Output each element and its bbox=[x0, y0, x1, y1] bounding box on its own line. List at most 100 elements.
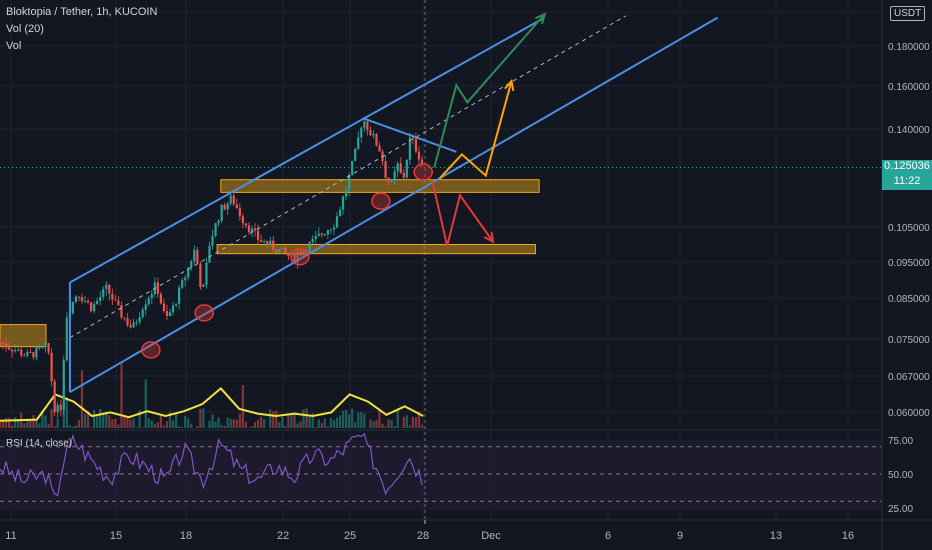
candle-body[interactable] bbox=[71, 301, 74, 314]
candle-body[interactable] bbox=[120, 304, 123, 318]
candle-body[interactable] bbox=[14, 350, 17, 352]
candle-body[interactable] bbox=[23, 355, 26, 357]
candle-body[interactable] bbox=[4, 343, 8, 348]
candle-body[interactable] bbox=[199, 263, 202, 288]
candle-body[interactable] bbox=[190, 261, 193, 268]
candle-body[interactable] bbox=[193, 249, 196, 262]
candle-body[interactable] bbox=[205, 262, 208, 285]
candle-body[interactable] bbox=[80, 297, 84, 302]
candle-body[interactable] bbox=[317, 233, 320, 236]
candle-body[interactable] bbox=[272, 240, 275, 250]
candle-body[interactable] bbox=[366, 121, 369, 131]
candle-body[interactable] bbox=[138, 317, 141, 323]
candle-body[interactable] bbox=[99, 296, 102, 301]
candle-body[interactable] bbox=[123, 317, 126, 319]
volume-legend[interactable]: Vol (20) bbox=[6, 23, 44, 35]
candle-body[interactable] bbox=[299, 254, 302, 256]
candle-body[interactable] bbox=[208, 245, 211, 263]
candle-body[interactable] bbox=[93, 304, 96, 312]
candle-body[interactable] bbox=[417, 151, 421, 160]
candle-body[interactable] bbox=[17, 349, 20, 351]
candle-body[interactable] bbox=[393, 171, 396, 180]
candle-body[interactable] bbox=[196, 249, 199, 264]
candle-body[interactable] bbox=[284, 247, 287, 254]
candle-body[interactable] bbox=[147, 298, 150, 305]
candle-body[interactable] bbox=[83, 300, 87, 302]
candle-body[interactable] bbox=[253, 228, 257, 231]
support-zone[interactable] bbox=[216, 243, 536, 255]
touch-circle-marker[interactable] bbox=[141, 341, 161, 359]
touch-circle-marker[interactable] bbox=[413, 163, 433, 181]
candle-body[interactable] bbox=[402, 172, 405, 178]
candle-body[interactable] bbox=[47, 343, 50, 353]
candle-body[interactable] bbox=[332, 227, 336, 230]
channel-mid-line[interactable] bbox=[69, 15, 626, 339]
candle-body[interactable] bbox=[105, 284, 108, 290]
candle-body[interactable] bbox=[108, 284, 111, 294]
candle-body[interactable] bbox=[405, 159, 408, 178]
candle-body[interactable] bbox=[156, 282, 159, 294]
candle-body[interactable] bbox=[26, 351, 29, 356]
support-zone[interactable] bbox=[0, 324, 47, 348]
candle-body[interactable] bbox=[132, 322, 135, 328]
candle-body[interactable] bbox=[1, 342, 5, 344]
projection-arrow-green[interactable] bbox=[433, 13, 546, 168]
candle-body[interactable] bbox=[77, 296, 81, 298]
candle-body[interactable] bbox=[314, 235, 317, 239]
candle-body[interactable] bbox=[59, 404, 62, 411]
candle-body[interactable] bbox=[129, 325, 132, 328]
candle-body[interactable] bbox=[281, 247, 284, 250]
candle-body[interactable] bbox=[323, 234, 326, 236]
support-zone[interactable] bbox=[220, 179, 540, 193]
projection-arrow-red[interactable] bbox=[431, 180, 494, 247]
candle-body[interactable] bbox=[144, 304, 147, 310]
candle-body[interactable] bbox=[44, 343, 47, 347]
candle-body[interactable] bbox=[50, 352, 53, 382]
volume-ma-line[interactable] bbox=[0, 387, 424, 422]
candle-body[interactable] bbox=[0, 342, 2, 344]
touch-circle-marker[interactable] bbox=[290, 248, 310, 266]
candle-body[interactable] bbox=[187, 267, 190, 278]
candle-body[interactable] bbox=[102, 289, 105, 297]
candle-body[interactable] bbox=[65, 317, 68, 361]
price-axis[interactable] bbox=[882, 0, 932, 550]
channel-upper-line[interactable] bbox=[69, 16, 546, 284]
candle-body[interactable] bbox=[308, 242, 311, 253]
candle-body[interactable] bbox=[159, 293, 163, 304]
candle-body[interactable] bbox=[56, 404, 59, 413]
candle-body[interactable] bbox=[150, 294, 153, 299]
candle-body[interactable] bbox=[326, 230, 329, 235]
candle-body[interactable] bbox=[244, 223, 248, 226]
candle-body[interactable] bbox=[287, 253, 290, 257]
touch-circle-marker[interactable] bbox=[194, 304, 214, 322]
candle-body[interactable] bbox=[162, 303, 166, 311]
candle-body[interactable] bbox=[235, 204, 238, 209]
candle-body[interactable] bbox=[378, 145, 381, 152]
projection-arrow-orange[interactable] bbox=[439, 80, 513, 179]
channel-lower-line[interactable] bbox=[69, 16, 719, 393]
candle-body[interactable] bbox=[38, 347, 41, 349]
candle-body[interactable] bbox=[345, 190, 348, 197]
candle-body[interactable] bbox=[399, 163, 402, 173]
candle-body[interactable] bbox=[32, 352, 35, 358]
candle-body[interactable] bbox=[229, 195, 232, 204]
candle-body[interactable] bbox=[360, 127, 363, 138]
candle-body[interactable] bbox=[211, 235, 214, 246]
candle-body[interactable] bbox=[232, 195, 235, 205]
candle-body[interactable] bbox=[341, 196, 345, 210]
candle-body[interactable] bbox=[372, 133, 375, 136]
candle-body[interactable] bbox=[96, 300, 99, 305]
candle-body[interactable] bbox=[29, 351, 32, 353]
candle-body[interactable] bbox=[11, 349, 14, 352]
candle-body[interactable] bbox=[35, 347, 38, 358]
candle-body[interactable] bbox=[126, 318, 129, 326]
candle-body[interactable] bbox=[135, 322, 138, 324]
candle-body[interactable] bbox=[171, 305, 175, 313]
candle-body[interactable] bbox=[41, 346, 44, 348]
candle-body[interactable] bbox=[348, 175, 351, 191]
candle-body[interactable] bbox=[278, 249, 281, 253]
candle-body[interactable] bbox=[408, 137, 411, 160]
candle-body[interactable] bbox=[74, 296, 77, 302]
time-axis[interactable] bbox=[0, 520, 932, 550]
candle-body[interactable] bbox=[414, 138, 418, 152]
